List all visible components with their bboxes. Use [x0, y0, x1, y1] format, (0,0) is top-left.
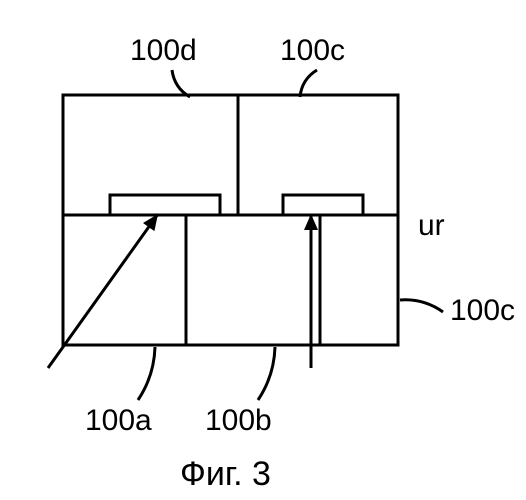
leader-100c-right [400, 300, 443, 312]
label-ur: ur [418, 209, 445, 242]
label-100c-top: 100c [280, 34, 345, 67]
label-100a: 100a [85, 404, 152, 437]
leader-100c-top [300, 70, 317, 97]
leader-100b [258, 347, 275, 400]
figure-outline [63, 95, 398, 345]
label-100d: 100d [130, 34, 197, 67]
figure-svg: 100d 100c ur 100c 100a 100b Фиг. 3 [0, 0, 526, 500]
label-100b: 100b [205, 404, 272, 437]
label-100c-right: 100c [450, 294, 515, 327]
leader-100a [138, 347, 155, 400]
leader-100d [172, 70, 190, 97]
figure-caption: Фиг. 3 [180, 455, 271, 493]
bar-right [283, 195, 363, 215]
bar-left [110, 195, 220, 215]
